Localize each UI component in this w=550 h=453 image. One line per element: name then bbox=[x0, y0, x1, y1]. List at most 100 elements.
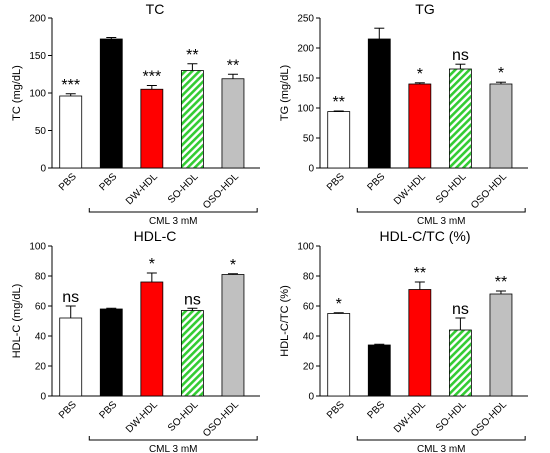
y-tick-label: 200 bbox=[29, 14, 46, 25]
category-label: PBS bbox=[325, 171, 347, 193]
y-axis-label: HDL-C (mg/dL) bbox=[11, 284, 23, 359]
category-label: DW-HDL bbox=[392, 399, 428, 435]
category-label: OSO-HDL bbox=[201, 399, 241, 439]
significance-marker: ** bbox=[227, 57, 239, 74]
bar-2 bbox=[140, 88, 164, 169]
bar-1 bbox=[367, 344, 391, 397]
chart-tc: TC TC (mg/dL) 0 50 100 150 200 *** PBS PBS *** DW-H… bbox=[11, 1, 260, 227]
chart-title: TC bbox=[146, 1, 165, 17]
y-tick-label: 0 bbox=[40, 392, 46, 403]
category-label: PBS bbox=[325, 399, 347, 421]
y-tick-label: 0 bbox=[308, 164, 314, 175]
significance-marker: ns bbox=[184, 291, 201, 308]
category-label: PBS bbox=[57, 399, 79, 421]
category-label: SO-HDL bbox=[166, 399, 201, 434]
bar-3 bbox=[180, 310, 204, 397]
y-axis-label: TC (mg/dL) bbox=[11, 65, 23, 121]
category-label: SO-HDL bbox=[166, 171, 201, 206]
category-label: OSO-HDL bbox=[201, 171, 241, 211]
bar-0 bbox=[59, 317, 83, 397]
bar-1 bbox=[99, 308, 123, 397]
bar-4 bbox=[489, 293, 513, 397]
bar-3 bbox=[180, 70, 204, 169]
chart-ratio: HDL-C/TC (%) HDL-C/TC (%) 0 20 40 60 80 100 * PBS… bbox=[279, 228, 528, 453]
y-tick-label: 100 bbox=[297, 242, 314, 253]
category-label: SO-HDL bbox=[434, 171, 469, 206]
significance-marker: ** bbox=[186, 47, 198, 64]
y-tick-label: 250 bbox=[297, 14, 314, 25]
y-tick-label: 100 bbox=[297, 104, 314, 115]
category-label: PBS bbox=[365, 171, 387, 193]
category-label: OSO-HDL bbox=[469, 399, 509, 439]
category-label: OSO-HDL bbox=[469, 171, 509, 211]
significance-marker: * bbox=[149, 256, 155, 273]
y-tick-label: 0 bbox=[308, 392, 314, 403]
significance-marker: ns bbox=[452, 301, 469, 318]
y-tick-label: 0 bbox=[40, 164, 46, 175]
category-label: SO-HDL bbox=[434, 399, 469, 434]
y-tick-label: 40 bbox=[303, 332, 315, 343]
bar-3 bbox=[448, 68, 472, 169]
significance-marker: * bbox=[336, 296, 342, 313]
category-label: PBS bbox=[97, 399, 119, 421]
significance-marker: *** bbox=[142, 69, 161, 86]
y-tick-label: 200 bbox=[297, 44, 314, 55]
category-label: DW-HDL bbox=[392, 171, 428, 207]
group-bracket bbox=[356, 436, 526, 441]
y-tick-label: 80 bbox=[303, 272, 315, 283]
bar-3 bbox=[448, 329, 472, 397]
bar-4 bbox=[221, 274, 245, 397]
significance-marker: *** bbox=[61, 77, 80, 94]
chart-hdlc: HDL-C HDL-C (mg/dL) 0 20 40 60 80 100 ns PBS PBS * D… bbox=[11, 228, 260, 453]
group-bracket-label: CML 3 mM bbox=[149, 444, 198, 453]
y-tick-label: 150 bbox=[29, 51, 46, 62]
chart-title: TG bbox=[415, 1, 434, 17]
y-axis-label: HDL-C/TC (%) bbox=[279, 285, 291, 357]
y-tick-label: 100 bbox=[29, 89, 46, 100]
bar-0 bbox=[327, 313, 351, 397]
y-tick-label: 20 bbox=[303, 362, 315, 373]
y-tick-label: 40 bbox=[35, 332, 47, 343]
category-label: PBS bbox=[365, 399, 387, 421]
bar-0 bbox=[327, 111, 351, 169]
significance-marker: * bbox=[230, 257, 236, 274]
category-label: PBS bbox=[57, 171, 79, 193]
significance-marker: * bbox=[498, 65, 504, 82]
y-tick-label: 100 bbox=[29, 242, 46, 253]
group-bracket-label: CML 3 mM bbox=[149, 216, 198, 227]
category-label: DW-HDL bbox=[124, 399, 160, 435]
y-tick-label: 60 bbox=[35, 302, 47, 313]
group-bracket bbox=[88, 436, 258, 441]
significance-marker: ** bbox=[495, 274, 507, 291]
significance-marker: * bbox=[417, 66, 423, 83]
bar-2 bbox=[408, 83, 432, 169]
category-label: DW-HDL bbox=[124, 171, 160, 207]
bar-4 bbox=[489, 83, 513, 169]
chart-title: HDL-C/TC (%) bbox=[380, 228, 471, 244]
significance-marker: ** bbox=[414, 265, 426, 282]
group-bracket-label: CML 3 mM bbox=[417, 444, 466, 453]
significance-marker: ns bbox=[452, 47, 469, 64]
group-bracket-label: CML 3 mM bbox=[417, 216, 466, 227]
y-tick-label: 150 bbox=[297, 74, 314, 85]
significance-marker: ns bbox=[62, 289, 79, 306]
y-tick-label: 50 bbox=[35, 126, 47, 137]
chart-tg: TG TG (mg/dL) 0 50 100 150 200 250 ** PBS PBS * DW-H… bbox=[279, 1, 528, 227]
bar-4 bbox=[221, 78, 245, 169]
category-label: PBS bbox=[97, 171, 119, 193]
y-tick-label: 20 bbox=[35, 362, 47, 373]
bar-1 bbox=[99, 38, 123, 169]
chart-title: HDL-C bbox=[134, 228, 177, 244]
group-bracket bbox=[356, 208, 526, 213]
significance-marker: ** bbox=[332, 94, 344, 111]
bar-2 bbox=[140, 281, 164, 397]
bar-0 bbox=[59, 95, 83, 169]
bar-2 bbox=[408, 289, 432, 397]
bar-1 bbox=[367, 38, 391, 169]
y-tick-label: 60 bbox=[303, 302, 315, 313]
y-axis-label: TG (mg/dL) bbox=[279, 65, 291, 121]
y-tick-label: 80 bbox=[35, 272, 47, 283]
y-tick-label: 50 bbox=[303, 134, 315, 145]
group-bracket bbox=[88, 208, 258, 213]
